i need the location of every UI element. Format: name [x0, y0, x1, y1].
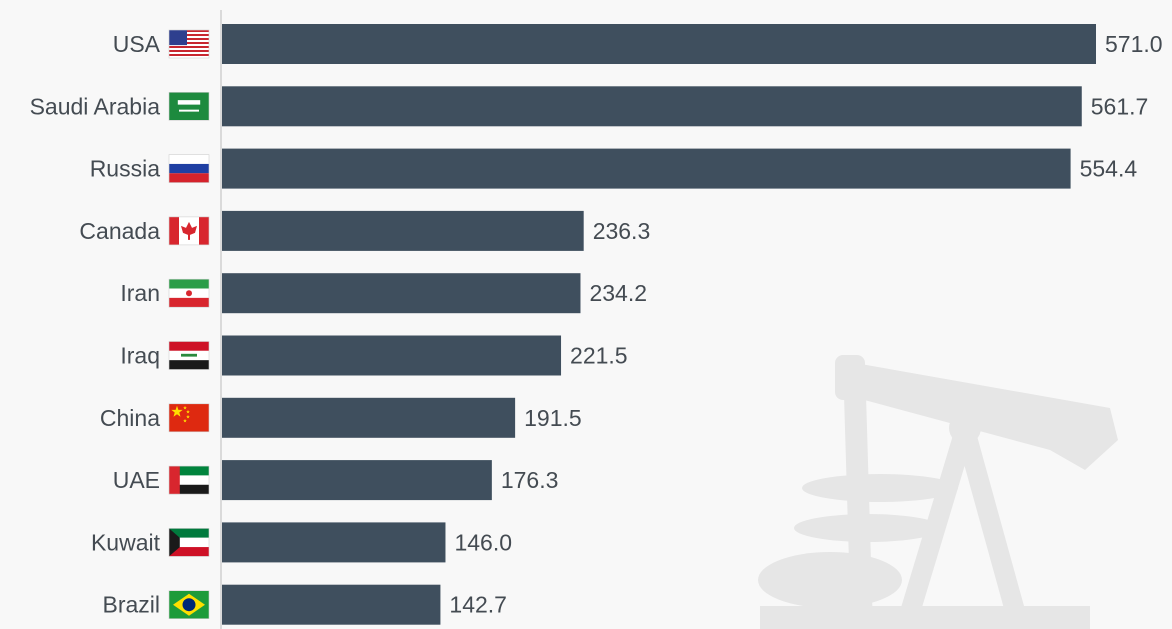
saudi-arabia-flag-icon [168, 92, 210, 121]
category-label: Saudi Arabia [30, 93, 161, 119]
bar-iran [222, 273, 581, 314]
category-label: USA [113, 31, 161, 57]
value-label: 146.0 [454, 529, 512, 555]
kuwait-flag-icon [168, 528, 210, 557]
russia-flag-icon [168, 154, 210, 183]
bar-canada [222, 210, 584, 251]
bar-uae [222, 460, 492, 501]
usa-flag-icon [168, 29, 210, 59]
category-label: China [100, 405, 160, 431]
category-label: Iraq [120, 343, 160, 369]
value-label: 191.5 [524, 405, 582, 431]
category-label: Iran [120, 280, 160, 306]
bar-iraq [222, 335, 562, 376]
uae-flag-icon [168, 465, 210, 495]
iran-flag-icon [168, 278, 210, 308]
brazil-flag-icon [168, 590, 210, 620]
value-label: 142.7 [449, 592, 507, 618]
value-label: 561.7 [1091, 93, 1149, 119]
value-label: 221.5 [570, 343, 628, 369]
china-flag-icon [168, 403, 210, 433]
value-label: 176.3 [501, 467, 559, 493]
bar-saudi-arabia [222, 86, 1082, 127]
category-label: Kuwait [91, 529, 161, 555]
canada-flag-icon [168, 216, 210, 246]
category-label: UAE [113, 467, 160, 493]
value-label: 234.2 [589, 280, 647, 306]
category-label: Brazil [102, 592, 160, 618]
category-label: Russia [90, 156, 161, 182]
bar-kuwait [222, 522, 446, 563]
bar-china [222, 397, 516, 438]
oil-pump-jack-icon [758, 355, 1118, 629]
value-label: 554.4 [1080, 156, 1138, 182]
value-label: 571.0 [1105, 31, 1163, 57]
bar-usa [222, 24, 1096, 64]
category-label: Canada [79, 218, 160, 244]
iraq-flag-icon [168, 341, 210, 370]
bar-russia [222, 148, 1071, 189]
bar-brazil [222, 584, 441, 625]
value-label: 236.3 [593, 218, 651, 244]
